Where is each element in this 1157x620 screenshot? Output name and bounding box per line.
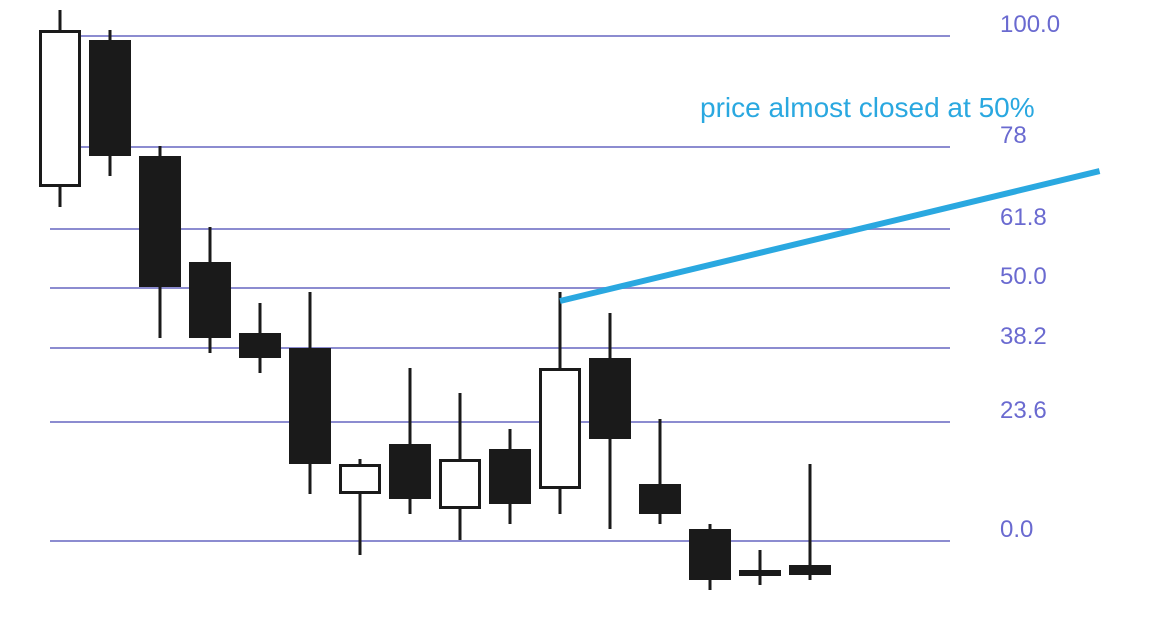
fib-label: 38.2 [1000,323,1047,351]
candle [189,227,231,353]
candle-body [189,262,231,338]
candle-body [789,565,831,575]
candle [289,292,331,494]
candle-body [689,529,731,579]
candle-body [39,30,81,186]
candle [239,303,281,374]
candle-body [239,333,281,358]
candle [589,313,631,530]
candle [789,464,831,580]
candle-body [339,464,381,494]
candle [339,459,381,555]
fib-line [50,228,950,230]
candle-wick [809,464,812,580]
candle-body [489,449,531,504]
candle-body [389,444,431,499]
candle [389,368,431,514]
candle [489,429,531,525]
candle [639,419,681,525]
candle-body [439,459,481,509]
candle-body [589,358,631,439]
fibonacci-candlestick-chart: 100.0 78 61.8 50.0 38.2 23.6 0.0 price almost … [0,0,1157,620]
candle [439,393,481,539]
candle-body [739,570,781,576]
fib-line [50,421,950,423]
fib-line [50,287,950,289]
fib-label: 50.0 [1000,263,1047,291]
candle-body [139,156,181,287]
candle-wick [759,550,762,585]
candle-body [289,348,331,464]
candle [689,524,731,590]
fib-label: 78 [1000,122,1027,150]
candle-body [639,484,681,514]
fib-line [50,146,950,148]
fib-line [50,347,950,349]
fib-label: 61.8 [1000,204,1047,232]
fib-label: 23.6 [1000,397,1047,425]
candle-body [539,368,581,489]
candle [139,146,181,338]
fib-line [50,35,950,37]
candle [39,10,81,207]
annotation-text: price almost closed at 50% [700,92,1035,124]
candle [739,550,781,585]
candle-body [89,40,131,156]
fib-label: 0.0 [1000,516,1033,544]
candle [539,292,581,514]
candle [89,30,131,176]
fib-label: 100.0 [1000,11,1060,39]
